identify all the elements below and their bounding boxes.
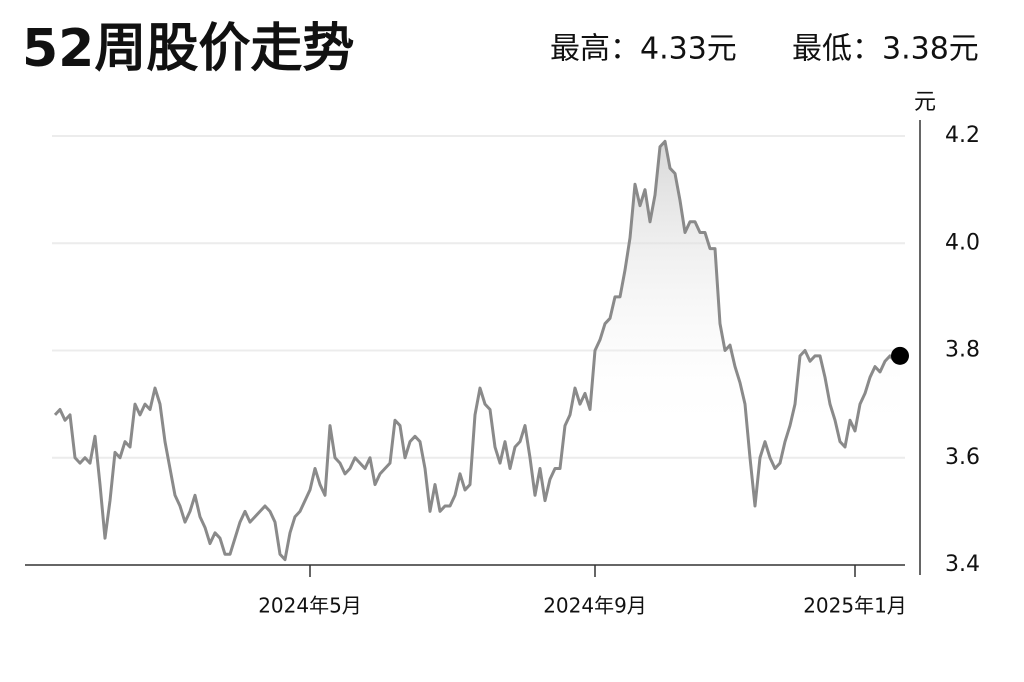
y-tick-label: 3.6 bbox=[945, 445, 980, 470]
x-tick-label: 2025年1月 bbox=[803, 594, 907, 618]
x-tick-label: 2024年9月 bbox=[543, 594, 647, 618]
y-tick-label: 4.2 bbox=[945, 123, 980, 148]
y-tick-label: 3.8 bbox=[945, 338, 980, 363]
low-price: 最低：3.38元 bbox=[792, 32, 979, 67]
y-unit: 元 bbox=[914, 90, 936, 115]
y-tick-label: 3.4 bbox=[945, 552, 980, 577]
y-tick-label: 4.0 bbox=[945, 230, 980, 255]
area bbox=[55, 141, 900, 566]
last-point bbox=[891, 346, 909, 365]
x-tick-label: 2024年5月 bbox=[258, 594, 362, 618]
price-line bbox=[53, 139, 902, 562]
chart-title: 52周股价走势 bbox=[22, 19, 354, 79]
high-price: 最高：4.33元 bbox=[550, 32, 737, 67]
